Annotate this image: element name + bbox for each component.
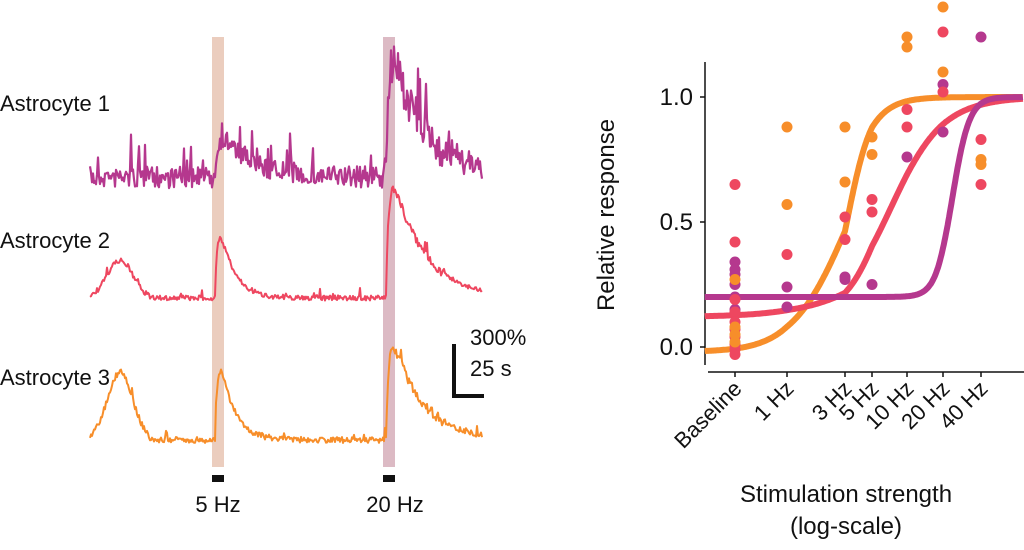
data-point [975, 179, 987, 190]
fit-curve-astrocyte-1 [704, 94, 1024, 300]
data-point [901, 41, 913, 53]
data-point [729, 306, 741, 318]
scale-bar: 300% 25 s [452, 325, 526, 398]
y-tick-label: 0.5 [660, 209, 693, 236]
trace-astrocyte-2 [89, 185, 483, 302]
data-point [937, 66, 949, 78]
data-point [866, 206, 878, 218]
data-point [901, 31, 913, 43]
traces-panel: Astrocyte 1 Astrocyte 2 Astrocyte 3 5 Hz… [0, 37, 526, 517]
data-point [975, 159, 987, 170]
stim-label-20hz: 20 Hz [366, 492, 423, 517]
data-point [729, 179, 741, 190]
data-point [866, 279, 878, 290]
data-point [866, 194, 878, 205]
data-point [729, 236, 741, 248]
data-point [729, 336, 741, 348]
data-point [866, 149, 878, 160]
scale-bar-vertical-label: 300% [470, 325, 526, 350]
data-point [839, 234, 851, 245]
data-point [937, 1, 949, 13]
data-point [781, 121, 793, 133]
data-point [781, 301, 793, 313]
trace-label-astrocyte-1: Astrocyte 1 [0, 91, 110, 116]
scale-bar-lines [452, 344, 484, 398]
data-point [975, 31, 987, 43]
scale-bar-horizontal-label: 25 s [470, 356, 512, 381]
data-point [937, 86, 949, 98]
fit-curve-astrocyte-3 [704, 94, 1023, 354]
x-tick-label: Baseline [669, 376, 746, 453]
data-point [839, 274, 851, 285]
trace-astrocyte-3 [89, 346, 483, 444]
data-point [729, 349, 741, 360]
data-point [901, 104, 913, 115]
stim-marker-5hz [212, 475, 224, 482]
data-point [839, 121, 851, 133]
data-point [781, 281, 793, 293]
stim-label-5hz: 5 Hz [195, 492, 240, 517]
y-axis-label: Relative response [593, 119, 620, 311]
data-point [901, 121, 913, 133]
data-point [901, 151, 913, 163]
y-tick-label: 1.0 [660, 84, 693, 111]
trace-label-astrocyte-2: Astrocyte 2 [0, 228, 110, 253]
trace-astrocyte-1 [88, 45, 484, 190]
fit-curve-astrocyte-2 [704, 95, 1024, 320]
data-point [937, 26, 949, 38]
stim-band-5hz [212, 37, 224, 467]
x-tick-label: 1 Hz [749, 376, 799, 426]
x-axis-label: Stimulation strength [740, 481, 952, 508]
data-point [975, 134, 987, 145]
data-point [781, 199, 793, 210]
stim-marker-20hz [383, 475, 395, 482]
data-point [866, 131, 878, 143]
x-axis-sublabel: (log-scale) [790, 513, 902, 540]
trace-label-astrocyte-3: Astrocyte 3 [0, 365, 110, 390]
data-point [839, 211, 851, 223]
data-point [937, 126, 949, 138]
data-point [781, 249, 793, 260]
data-point [839, 176, 851, 188]
data-point [729, 274, 741, 285]
data-point [729, 294, 741, 305]
y-tick-label: 0.0 [660, 334, 693, 361]
